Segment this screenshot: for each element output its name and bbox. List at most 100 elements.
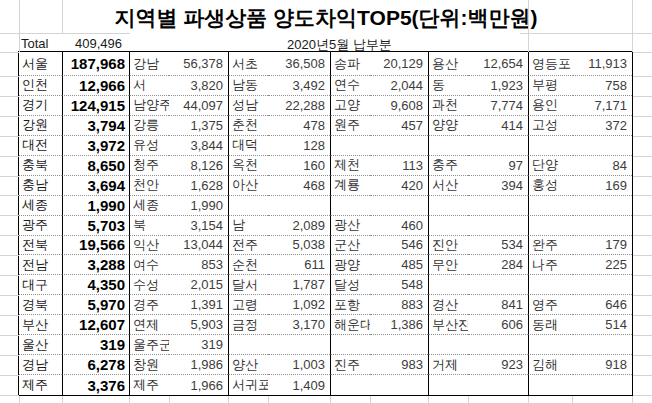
district-value-cell[interactable]: 3,844 bbox=[169, 136, 228, 156]
district-value-cell[interactable]: 758 bbox=[573, 76, 632, 96]
district-cell[interactable] bbox=[330, 335, 370, 355]
district-value-cell[interactable] bbox=[468, 335, 528, 355]
district-cell[interactable]: 순천 bbox=[228, 255, 268, 275]
region-cell[interactable]: 경북 bbox=[19, 295, 62, 315]
district-cell[interactable]: 단양 bbox=[528, 156, 573, 176]
district-cell[interactable] bbox=[428, 216, 468, 236]
district-value-cell[interactable] bbox=[573, 216, 632, 236]
district-cell[interactable]: 부산진 bbox=[428, 315, 468, 335]
district-cell[interactable]: 서 bbox=[129, 76, 169, 96]
district-cell[interactable]: 성남 bbox=[228, 96, 268, 116]
region-cell[interactable]: 제주 bbox=[19, 375, 62, 395]
district-cell[interactable]: 울주군 bbox=[129, 335, 169, 355]
district-value-cell[interactable]: 1,409 bbox=[268, 375, 330, 395]
region-total-cell[interactable]: 187,968 bbox=[62, 52, 129, 76]
district-cell[interactable]: 해운대 bbox=[330, 315, 370, 335]
region-cell[interactable]: 충북 bbox=[19, 156, 62, 176]
district-cell[interactable]: 고성 bbox=[528, 116, 573, 136]
district-value-cell[interactable]: 3,492 bbox=[268, 76, 330, 96]
district-cell[interactable]: 아산 bbox=[228, 176, 268, 196]
district-cell[interactable] bbox=[528, 196, 573, 216]
district-cell[interactable]: 광산 bbox=[330, 216, 370, 236]
district-value-cell[interactable]: 128 bbox=[268, 136, 330, 156]
region-cell[interactable]: 경기 bbox=[19, 96, 62, 116]
district-value-cell[interactable]: 546 bbox=[370, 236, 428, 256]
district-value-cell[interactable]: 646 bbox=[573, 295, 632, 315]
district-value-cell[interactable]: 1,628 bbox=[169, 176, 228, 196]
district-value-cell[interactable]: 160 bbox=[268, 156, 330, 176]
district-value-cell[interactable]: 514 bbox=[573, 315, 632, 335]
region-total-cell[interactable]: 3,972 bbox=[62, 136, 129, 156]
district-cell[interactable]: 여수 bbox=[129, 255, 169, 275]
district-cell[interactable]: 동래 bbox=[528, 315, 573, 335]
district-cell[interactable]: 천안 bbox=[129, 176, 169, 196]
district-cell[interactable]: 김해 bbox=[528, 355, 573, 375]
district-value-cell[interactable] bbox=[370, 196, 428, 216]
district-value-cell[interactable] bbox=[573, 136, 632, 156]
district-cell[interactable]: 부평 bbox=[528, 76, 573, 96]
district-value-cell[interactable]: 478 bbox=[268, 116, 330, 136]
district-value-cell[interactable]: 420 bbox=[370, 176, 428, 196]
district-cell[interactable]: 원주 bbox=[330, 116, 370, 136]
district-value-cell[interactable]: 2,015 bbox=[169, 275, 228, 295]
district-value-cell[interactable] bbox=[268, 335, 330, 355]
district-value-cell[interactable]: 56,378 bbox=[169, 52, 228, 76]
region-cell[interactable]: 충남 bbox=[19, 176, 62, 196]
district-value-cell[interactable]: 44,097 bbox=[169, 96, 228, 116]
district-value-cell[interactable]: 225 bbox=[573, 255, 632, 275]
district-value-cell[interactable]: 3,820 bbox=[169, 76, 228, 96]
region-total-cell[interactable]: 1,990 bbox=[62, 196, 129, 216]
district-cell[interactable]: 충주 bbox=[428, 156, 468, 176]
district-cell[interactable]: 동 bbox=[428, 76, 468, 96]
district-value-cell[interactable]: 1,986 bbox=[169, 355, 228, 375]
district-cell[interactable]: 진주 bbox=[330, 355, 370, 375]
district-value-cell[interactable] bbox=[573, 196, 632, 216]
district-value-cell[interactable]: 611 bbox=[268, 255, 330, 275]
district-cell[interactable]: 북 bbox=[129, 216, 169, 236]
district-cell[interactable]: 청주 bbox=[129, 156, 169, 176]
district-value-cell[interactable] bbox=[468, 216, 528, 236]
district-cell[interactable] bbox=[428, 335, 468, 355]
region-total-cell[interactable]: 3,794 bbox=[62, 116, 129, 136]
region-total-cell[interactable]: 3,694 bbox=[62, 176, 129, 196]
district-cell[interactable]: 남양주 bbox=[129, 96, 169, 116]
district-value-cell[interactable]: 7,171 bbox=[573, 96, 632, 116]
district-value-cell[interactable] bbox=[573, 335, 632, 355]
district-cell[interactable] bbox=[428, 136, 468, 156]
region-total-cell[interactable]: 5,970 bbox=[62, 295, 129, 315]
district-value-cell[interactable] bbox=[370, 375, 428, 395]
district-value-cell[interactable]: 9,608 bbox=[370, 96, 428, 116]
district-cell[interactable] bbox=[528, 335, 573, 355]
district-value-cell[interactable]: 534 bbox=[468, 236, 528, 256]
district-value-cell[interactable]: 394 bbox=[468, 176, 528, 196]
district-cell[interactable] bbox=[228, 196, 268, 216]
district-cell[interactable]: 양양 bbox=[428, 116, 468, 136]
district-value-cell[interactable] bbox=[573, 275, 632, 295]
district-cell[interactable]: 금정 bbox=[228, 315, 268, 335]
district-cell[interactable]: 연제 bbox=[129, 315, 169, 335]
region-cell[interactable]: 경남 bbox=[19, 355, 62, 375]
region-cell[interactable]: 전북 bbox=[19, 236, 62, 256]
district-value-cell[interactable]: 548 bbox=[370, 275, 428, 295]
district-cell[interactable] bbox=[528, 136, 573, 156]
district-cell[interactable]: 유성 bbox=[129, 136, 169, 156]
district-value-cell[interactable]: 113 bbox=[370, 156, 428, 176]
district-cell[interactable] bbox=[428, 375, 468, 395]
region-total-cell[interactable]: 4,350 bbox=[62, 275, 129, 295]
district-value-cell[interactable]: 1,003 bbox=[268, 355, 330, 375]
district-cell[interactable]: 익산 bbox=[129, 236, 169, 256]
region-cell[interactable]: 전남 bbox=[19, 255, 62, 275]
district-value-cell[interactable]: 5,903 bbox=[169, 315, 228, 335]
district-cell[interactable]: 고양 bbox=[330, 96, 370, 116]
region-cell[interactable]: 광주 bbox=[19, 216, 62, 236]
district-cell[interactable]: 군산 bbox=[330, 236, 370, 256]
district-cell[interactable]: 제주 bbox=[129, 375, 169, 395]
district-value-cell[interactable]: 84 bbox=[573, 156, 632, 176]
district-value-cell[interactable]: 372 bbox=[573, 116, 632, 136]
region-total-cell[interactable]: 3,376 bbox=[62, 375, 129, 395]
district-cell[interactable]: 무안 bbox=[428, 255, 468, 275]
district-cell[interactable]: 수성 bbox=[129, 275, 169, 295]
district-value-cell[interactable] bbox=[468, 375, 528, 395]
district-value-cell[interactable]: 36,508 bbox=[268, 52, 330, 76]
district-cell[interactable]: 달서 bbox=[228, 275, 268, 295]
